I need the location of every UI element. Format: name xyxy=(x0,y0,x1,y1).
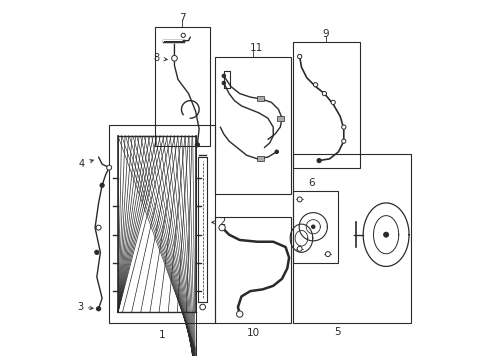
Text: 11: 11 xyxy=(250,44,263,53)
Circle shape xyxy=(222,81,225,85)
Circle shape xyxy=(322,91,326,96)
Bar xyxy=(215,217,291,323)
Circle shape xyxy=(200,304,205,310)
Text: 9: 9 xyxy=(323,28,329,39)
Circle shape xyxy=(172,55,177,61)
Circle shape xyxy=(384,232,389,237)
Circle shape xyxy=(314,83,318,87)
Circle shape xyxy=(342,139,346,143)
Text: 6: 6 xyxy=(309,178,316,188)
Text: 4: 4 xyxy=(79,159,93,169)
Circle shape xyxy=(297,54,302,59)
Bar xyxy=(293,190,339,263)
Text: 2: 2 xyxy=(212,217,225,227)
Bar xyxy=(257,96,265,101)
Text: 10: 10 xyxy=(246,328,260,338)
Circle shape xyxy=(222,74,225,78)
Bar xyxy=(277,116,284,121)
Circle shape xyxy=(100,183,104,188)
Bar xyxy=(257,156,265,161)
Circle shape xyxy=(96,225,101,230)
Circle shape xyxy=(275,150,278,153)
Circle shape xyxy=(107,165,112,170)
Text: 1: 1 xyxy=(159,329,166,339)
Circle shape xyxy=(342,125,346,129)
Text: 5: 5 xyxy=(334,327,341,337)
Circle shape xyxy=(297,246,302,251)
Circle shape xyxy=(331,100,335,104)
Circle shape xyxy=(219,224,225,231)
Circle shape xyxy=(312,225,315,229)
Bar xyxy=(155,27,210,147)
Circle shape xyxy=(317,158,321,163)
Circle shape xyxy=(297,197,302,202)
Circle shape xyxy=(237,311,243,317)
Text: 3: 3 xyxy=(77,302,93,312)
Bar xyxy=(293,153,411,323)
Bar xyxy=(215,57,291,194)
Circle shape xyxy=(95,250,99,255)
Text: 7: 7 xyxy=(179,13,186,23)
Circle shape xyxy=(195,143,199,147)
Text: 8: 8 xyxy=(154,53,167,63)
Bar xyxy=(293,42,360,168)
Circle shape xyxy=(181,33,185,37)
Bar xyxy=(109,125,215,323)
Circle shape xyxy=(97,307,101,311)
Circle shape xyxy=(325,252,330,257)
